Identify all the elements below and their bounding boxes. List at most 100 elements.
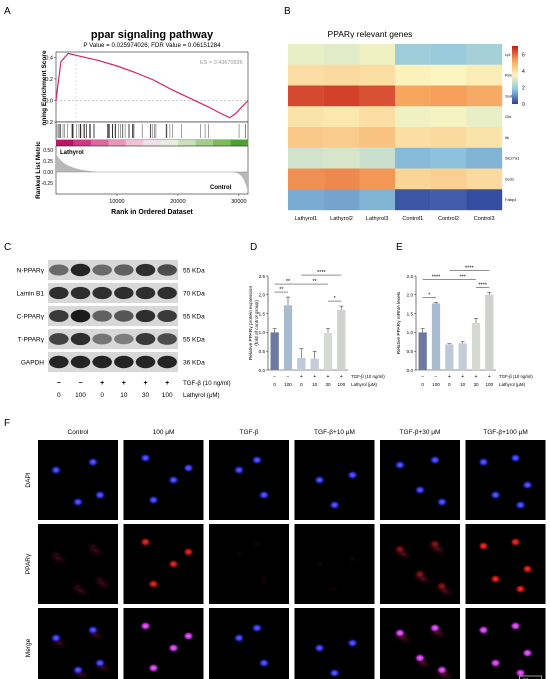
wb-dose-value: 0 (100, 392, 104, 399)
gsea-title: ppar signaling pathway (91, 29, 214, 41)
wb-tgf-sign: + (143, 380, 147, 387)
micro-col-label: TGF-β+30 μM (400, 429, 441, 436)
panel-label-b: B (284, 6, 291, 17)
wb-band (157, 264, 177, 276)
micro-nucleus-ppar (183, 547, 194, 557)
heatmap-cell (323, 44, 360, 65)
wb-band (49, 264, 69, 276)
bar-e-dose-value: 100 (485, 382, 493, 387)
gsea-ytick-label: 0.0 (45, 98, 53, 104)
wb-band (92, 286, 112, 300)
heatmap-cell (395, 64, 431, 86)
heatmap-row-label: Lpl (505, 52, 510, 57)
heatmap-cell (430, 106, 467, 128)
micro-nucleus-merge (515, 668, 526, 678)
bar-e-tgf-sign: − (421, 374, 424, 380)
gsea-metric-tick-label: 0.00 (43, 170, 53, 176)
wb-dose-value: 10 (120, 392, 128, 399)
wb-dose-value: 30 (142, 392, 150, 399)
bar-e-ylabel: Relative PPARγ mRNA levels (396, 291, 402, 354)
micro-image (465, 440, 546, 520)
micro-nucleus-dapi (251, 455, 263, 465)
micro-nucleus-ppar (515, 584, 526, 594)
micro-nucleus-merge (168, 643, 179, 653)
micro-col-label: TGF-β+10 μM (314, 429, 355, 436)
wb-band (92, 355, 112, 369)
micro-image (465, 608, 546, 679)
micro-col-label: 100 μM (153, 429, 175, 436)
micro-nucleus-ppar (168, 559, 179, 569)
micro-nucleus-ppar (72, 581, 84, 591)
wb-band (92, 333, 112, 345)
bar-e-bar (485, 294, 494, 370)
bar-d-ylabel: Relative PPARγ protein expression (248, 286, 254, 361)
gsea-band-segment (178, 140, 196, 146)
wb-protein-label: Lamin B1 (17, 291, 45, 298)
gsea-band-segment (90, 140, 109, 146)
heatmap-cell (466, 106, 503, 128)
gsea-band-segment (125, 140, 144, 146)
micro-nucleus-merge (478, 625, 489, 635)
heatmap-cell (288, 168, 324, 190)
micro-nucleus-dapi (414, 485, 426, 495)
micro-col-label: TGF-β+100 μM (483, 429, 528, 436)
heatmap-cell (430, 168, 467, 190)
wb-band (114, 286, 134, 300)
micro-nucleus-dapi (168, 475, 179, 485)
micro-nucleus-ppar (429, 539, 441, 549)
micro-nucleus-dapi (72, 497, 84, 507)
heatmap-cell (395, 85, 431, 107)
micro-nucleus-ppar (50, 549, 62, 559)
wb-band (92, 310, 112, 322)
bar-d-ytick-label: 0.5 (259, 349, 266, 354)
wb-tgf-sign: + (122, 380, 126, 387)
micro-nucleus-dapi (314, 475, 325, 485)
wb-band (135, 286, 156, 300)
gsea-xtick-label: 20000 (170, 199, 185, 205)
heatmap-cell (395, 106, 431, 128)
micro-nucleus-dapi (183, 463, 194, 473)
heatmap-col-label: Control3 (474, 216, 495, 222)
micro-nucleus-merge (251, 623, 263, 633)
wb-size-label: 70 KDa (183, 291, 205, 298)
wb-band (114, 333, 134, 345)
heatmap-cell (359, 44, 396, 65)
micro-nucleus-merge (329, 668, 340, 678)
gsea-subtitle: P Value = 0.025974026; FDR Value = 0.061… (83, 42, 221, 49)
bar-d-tgf-sign: + (313, 374, 316, 380)
heatmap-colorbar (512, 46, 518, 104)
bar-e-sig-label: * (428, 292, 431, 298)
bar-d-tgf-sign: − (287, 374, 290, 380)
gsea-xtick-label: 10000 (109, 199, 124, 205)
heatmap-cells (288, 44, 503, 211)
micro-nucleus-dapi (510, 453, 521, 463)
micro-nucleus-merge (429, 623, 441, 633)
bar-d-bar (337, 309, 346, 370)
heatmap-row-label: Rxra (505, 73, 514, 78)
micro-nucleus-dapi (478, 457, 489, 467)
heatmap-cell (359, 64, 396, 86)
bar-d-sig-label: ** (313, 279, 318, 285)
heatmap-col-labels: Lathyrol1 Lathyrol2 Lathyrol3 Control1 Contr… (295, 216, 495, 222)
heatmap-cell (288, 106, 324, 128)
gsea-y-ticks: 0.4 0.2 0.0 -0.2 (44, 55, 56, 126)
heatmap-col-label: Lathyrol2 (330, 216, 353, 222)
heatmap-colorbar-tick: 2 (522, 85, 525, 91)
micro-nucleus-dapi (490, 490, 501, 500)
bar-e-sig-label: **** (432, 275, 441, 281)
wb-band (157, 286, 177, 300)
heatmap-cell (323, 106, 360, 128)
micro-image (209, 440, 289, 520)
wb-dose-value: 100 (162, 392, 173, 399)
heatmap-colorbar-tick: 4 (522, 69, 525, 75)
bar-e-dose-value: 30 (473, 382, 479, 387)
bar-e-dose-value: 0 (448, 382, 451, 387)
micro-col-label: Control (68, 429, 90, 436)
gsea-neg-label: Control (210, 185, 232, 191)
panel-label-a: A (4, 6, 11, 17)
microscopy-panel: Control 100 μM TGF-β TGF-β+10 μM TGF-β+30 μM… (25, 429, 546, 679)
bar-e-ytick-label: 2.5 (407, 274, 414, 279)
micro-nucleus-merge (148, 663, 159, 673)
heatmap-cell (430, 147, 467, 169)
bar-e-bar (418, 332, 427, 370)
